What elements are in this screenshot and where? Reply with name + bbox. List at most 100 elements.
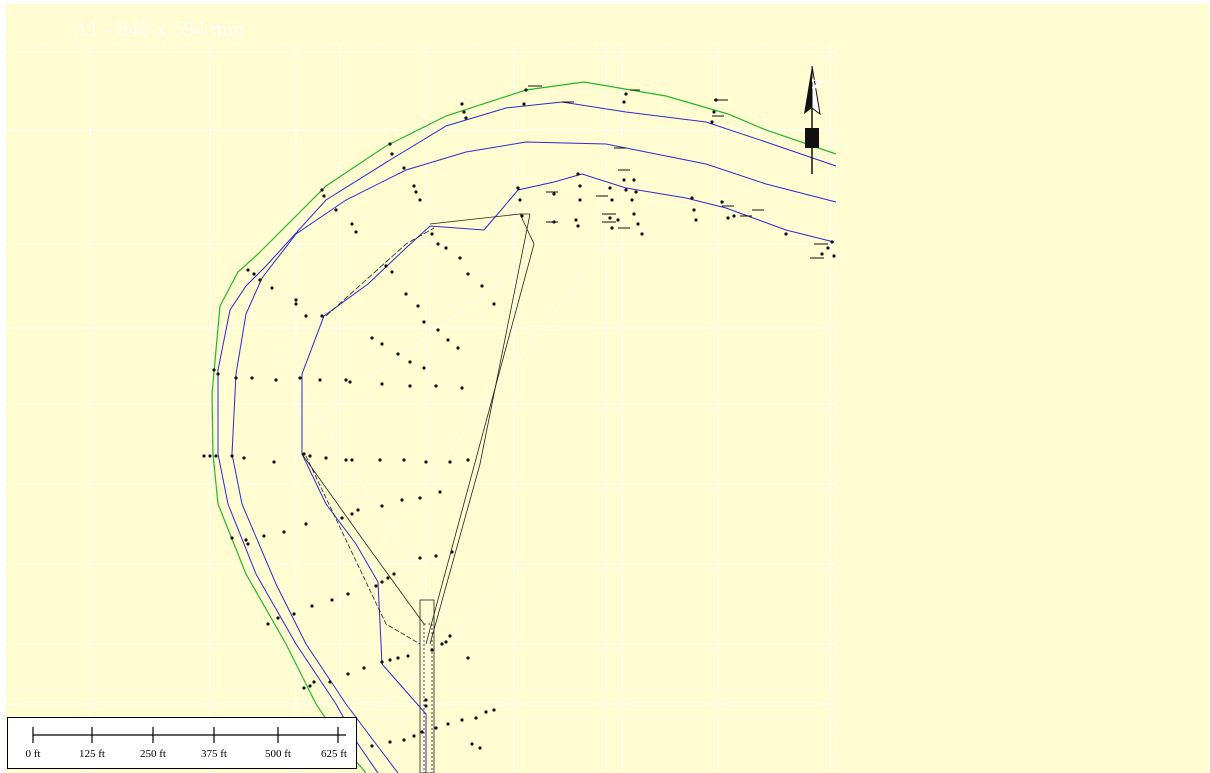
survey-point [434, 384, 438, 388]
survey-point [436, 242, 440, 246]
survey-point [402, 738, 406, 742]
survey-point [270, 286, 274, 290]
survey-point [608, 186, 612, 190]
grid-lines [6, 43, 837, 773]
survey-point [310, 604, 314, 608]
survey-point [406, 654, 410, 658]
survey-point [820, 252, 824, 256]
survey-point [418, 496, 422, 500]
survey-point [380, 660, 384, 664]
survey-point [576, 224, 580, 228]
survey-point [334, 208, 338, 212]
map-drawing: N [6, 43, 837, 773]
survey-point [624, 188, 628, 192]
survey-point [450, 550, 454, 554]
survey-point [246, 268, 250, 272]
survey-point [622, 100, 626, 104]
survey-point [712, 110, 716, 114]
survey-point [466, 458, 470, 462]
survey-point [466, 272, 470, 276]
survey-point [616, 218, 620, 222]
survey-point [388, 142, 392, 146]
scale-bar-graphic [32, 727, 346, 743]
construction-lines [301, 213, 535, 773]
survey-point [302, 452, 306, 456]
scale-tick-label: 125 ft [79, 748, 105, 760]
survey-point [246, 542, 250, 546]
scale-tick-label: 625 ft [321, 748, 347, 760]
survey-point [388, 740, 392, 744]
survey-point [308, 454, 312, 458]
survey-point [444, 246, 448, 250]
survey-point [630, 198, 634, 202]
survey-point [826, 246, 830, 250]
survey-point [520, 214, 524, 218]
survey-point [424, 460, 428, 464]
survey-point [448, 634, 452, 638]
survey-point [312, 680, 316, 684]
survey-point [374, 584, 378, 588]
survey-point [354, 230, 358, 234]
survey-point [230, 454, 234, 458]
survey-point [322, 194, 326, 198]
survey-point [424, 698, 428, 702]
survey-point [610, 226, 614, 230]
survey-point [456, 346, 460, 350]
survey-point [412, 734, 416, 738]
map-canvas[interactable]: N A1 - 840 x 594 mm [6, 4, 1209, 773]
survey-point [458, 256, 462, 260]
scale-tick-label: 0 ft [25, 748, 41, 760]
survey-point [690, 196, 694, 200]
survey-point [446, 722, 450, 726]
survey-point [282, 530, 286, 534]
survey-point [522, 102, 526, 106]
survey-point [436, 328, 440, 332]
survey-point [380, 504, 384, 508]
road-lines [217, 101, 837, 773]
survey-point [212, 368, 216, 372]
survey-point [710, 120, 714, 124]
survey-point [318, 378, 322, 382]
survey-point [732, 214, 736, 218]
survey-point [434, 554, 438, 558]
survey-point [632, 178, 636, 182]
survey-point [346, 672, 350, 676]
survey-point [416, 304, 420, 308]
survey-point [294, 298, 298, 302]
survey-point [304, 314, 308, 318]
survey-point [400, 498, 404, 502]
survey-point [242, 456, 246, 460]
survey-point [404, 292, 408, 296]
survey-point [294, 302, 298, 306]
survey-point [308, 684, 312, 688]
survey-point [434, 726, 438, 730]
survey-point [694, 218, 698, 222]
survey-point [446, 338, 450, 342]
survey-point [692, 208, 696, 212]
survey-point [350, 458, 354, 462]
survey-point [608, 216, 612, 220]
survey-point [440, 642, 444, 646]
survey-point [276, 616, 280, 620]
survey-point [412, 184, 416, 188]
survey-point [344, 378, 348, 382]
survey-point [832, 254, 836, 258]
survey-point [208, 454, 212, 458]
survey-point [418, 556, 422, 560]
sheet-size-label: A1 - 840 x 594 mm [72, 16, 245, 41]
survey-point [830, 240, 834, 244]
survey-point [380, 342, 384, 346]
survey-point [202, 454, 206, 458]
survey-point [250, 376, 254, 380]
survey-point [624, 92, 628, 96]
north-arrow-icon [804, 65, 821, 174]
survey-point [230, 536, 234, 540]
survey-point [350, 512, 354, 516]
point-annotations [528, 85, 828, 259]
survey-point [370, 336, 374, 340]
survey-point [380, 580, 384, 584]
survey-point [524, 88, 528, 92]
survey-point [448, 460, 452, 464]
survey-point [350, 222, 354, 226]
